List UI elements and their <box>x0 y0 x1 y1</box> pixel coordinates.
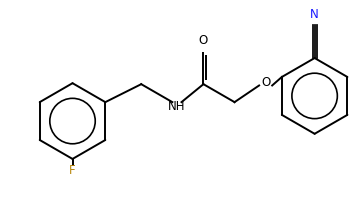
Text: O: O <box>199 34 208 47</box>
Text: O: O <box>261 76 270 89</box>
Text: F: F <box>69 164 76 177</box>
Text: NH: NH <box>167 100 185 113</box>
Text: N: N <box>310 8 319 21</box>
